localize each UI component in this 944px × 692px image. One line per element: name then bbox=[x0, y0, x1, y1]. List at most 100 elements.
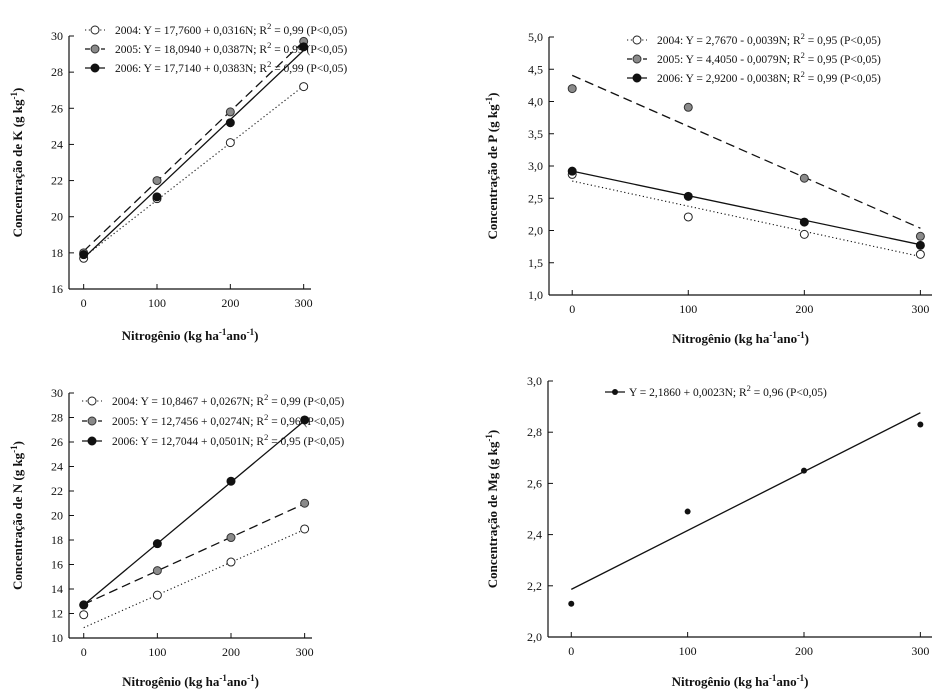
x-axis-label-text: Nitrogênio (kg ha bbox=[122, 328, 220, 343]
data-point-2006 bbox=[799, 217, 809, 227]
y-axis-label: Concentração de N (g kg-1) bbox=[9, 441, 25, 590]
y-axis-label-sup: -1 bbox=[484, 434, 494, 442]
legend-equation: Y = 17,7600 + 0,0316N; R bbox=[144, 25, 268, 37]
x-axis-label-text: ) bbox=[255, 674, 259, 689]
data-point-2004 bbox=[915, 249, 925, 259]
x-tick-label: 200 bbox=[795, 302, 813, 316]
legend-r2: = 0,96 (P<0,05) bbox=[751, 387, 827, 399]
legend-entry-mg: Y = 2,1860 + 0,0023N; R2 = 0,96 (P<0,05) bbox=[605, 383, 827, 399]
y-tick-label: 18 bbox=[51, 533, 63, 547]
data-point-2005 bbox=[226, 533, 236, 543]
legend-label: Y = 2,1860 + 0,0023N; R2 = 0,96 (P<0,05) bbox=[629, 383, 827, 399]
y-tick-label: 16 bbox=[51, 558, 63, 572]
legend-equation: Y = 2,7670 - 0,0039N; R bbox=[686, 35, 801, 47]
y-axis-label-text: ) bbox=[485, 430, 500, 434]
legend-sup: 2 bbox=[747, 383, 751, 393]
y-tick-label: 4,0 bbox=[528, 95, 543, 109]
x-axis-label-sup: -1 bbox=[797, 330, 805, 340]
data-point-2006 bbox=[300, 415, 310, 425]
x-tick-label: 0 bbox=[81, 645, 87, 659]
legend-label: 2005: Y = 18,0940 + 0,0387N; R2 = 0,99 (… bbox=[115, 40, 347, 56]
fit-line-2005 bbox=[83, 40, 305, 252]
legend-sep: : bbox=[680, 73, 686, 85]
legend-year: 2005 bbox=[112, 416, 135, 428]
legend-label: 2004: Y = 2,7670 - 0,0039N; R2 = 0,95 (P… bbox=[657, 31, 881, 47]
legend-label: 2004: Y = 10,8467 + 0,0267N; R2 = 0,99 (… bbox=[112, 392, 344, 408]
data-point-2006 bbox=[152, 192, 162, 202]
legend-year: 2004 bbox=[115, 25, 138, 37]
legend-r2: = 0,95 (P<0,05) bbox=[805, 54, 881, 66]
data-point-2004 bbox=[152, 590, 162, 600]
fit-line-2006 bbox=[83, 49, 305, 259]
legend-entry-2004: 2004: Y = 17,7600 + 0,0316N; R2 = 0,99 (… bbox=[85, 21, 347, 37]
legend-year: 2006 bbox=[657, 73, 680, 85]
legend-label: 2005: Y = 12,7456 + 0,0274N; R2 = 0,96 (… bbox=[112, 412, 344, 428]
y-axis-label-text: Concentração de P (g kg bbox=[485, 104, 500, 240]
legend-label: 2006: Y = 12,7044 + 0,0501N; R2 = 0,95 (… bbox=[112, 432, 344, 448]
x-tick-label: 100 bbox=[679, 644, 697, 658]
legend-marker bbox=[90, 63, 100, 73]
data-point-2005 bbox=[152, 176, 162, 186]
legend-r2: = 0,99 (P<0,05) bbox=[805, 73, 881, 85]
legend-sep: : bbox=[135, 416, 141, 428]
data-point-2004 bbox=[799, 229, 809, 239]
legend-marker bbox=[87, 416, 97, 426]
y-tick-label: 30 bbox=[51, 29, 63, 43]
legend-year: 2004 bbox=[112, 396, 135, 408]
data-point-2006 bbox=[152, 539, 162, 549]
data-point-2006 bbox=[567, 166, 577, 176]
y-axis-label: Concentração de P (g kg-1) bbox=[484, 93, 500, 240]
legend-equation: Y = 12,7044 + 0,0501N; R bbox=[141, 436, 265, 448]
data-point-2005 bbox=[915, 231, 925, 241]
data-point-2006 bbox=[79, 600, 89, 610]
y-axis-label-text: Concentração de Mg (g kg bbox=[485, 441, 500, 588]
fit-line-2005 bbox=[83, 503, 305, 605]
legend-sup: 2 bbox=[267, 40, 271, 50]
x-axis-label-text: Nitrogênio (kg ha bbox=[672, 674, 770, 689]
data-point-2006 bbox=[299, 42, 309, 52]
y-axis-label: Concentração de Mg (g kg-1) bbox=[484, 430, 500, 588]
legend-r2: = 0,95 (P<0,05) bbox=[805, 35, 881, 47]
legend-label: 2006: Y = 2,9200 - 0,0038N; R2 = 0,99 (P… bbox=[657, 69, 881, 85]
data-point-2006 bbox=[683, 191, 693, 201]
legend-equation: Y = 10,8467 + 0,0267N; R bbox=[141, 396, 265, 408]
legend-label: 2004: Y = 17,7600 + 0,0316N; R2 = 0,99 (… bbox=[115, 21, 347, 37]
legend-year: 2006 bbox=[112, 436, 135, 448]
y-axis-label-sup: -1 bbox=[484, 96, 494, 104]
legend-sep: : bbox=[135, 436, 141, 448]
legend-entry-2004: 2004: Y = 10,8467 + 0,0267N; R2 = 0,99 (… bbox=[82, 392, 344, 408]
data-point-2005 bbox=[300, 498, 310, 508]
legend-r2: = 0,99 (P<0,05) bbox=[271, 63, 347, 75]
data-point-2006 bbox=[225, 118, 235, 128]
legend-r2: = 0,99 (P<0,05) bbox=[268, 396, 344, 408]
x-tick-label: 200 bbox=[221, 296, 239, 310]
legend-marker bbox=[632, 73, 642, 83]
legend-sep: : bbox=[138, 63, 144, 75]
data-point-2006 bbox=[79, 250, 89, 260]
legend-entry-2006: 2006: Y = 17,7140 + 0,0383N; R2 = 0,99 (… bbox=[85, 59, 347, 75]
legend-r2: = 0,95 (P<0,05) bbox=[268, 436, 344, 448]
y-tick-label: 18 bbox=[51, 246, 63, 260]
y-axis-label-text: ) bbox=[485, 93, 500, 97]
y-tick-label: 2,4 bbox=[527, 528, 542, 542]
x-axis-label-text: Nitrogênio (kg ha bbox=[672, 331, 770, 346]
legend-sup: 2 bbox=[801, 31, 805, 41]
y-tick-label: 14 bbox=[51, 582, 63, 596]
legend-r2: = 0,96 (P<0,05) bbox=[268, 416, 344, 428]
legend-equation: Y = 2,1860 + 0,0023N; R bbox=[629, 387, 747, 399]
legend-r2: = 0,99 (P<0,05) bbox=[271, 25, 347, 37]
y-tick-label: 26 bbox=[51, 435, 63, 449]
chart-panel-mg: 2,0 2,2 2,4 2,6 2,8 3,0 0 100 200 300 Nitrogênio (… bbox=[484, 374, 932, 689]
data-point-mg bbox=[568, 600, 575, 607]
fit-line-2006 bbox=[572, 170, 921, 246]
legend-entry-2004: 2004: Y = 2,7670 - 0,0039N; R2 = 0,95 (P… bbox=[627, 31, 881, 47]
y-tick-label: 30 bbox=[51, 386, 63, 400]
x-axis-label-sup: -1 bbox=[769, 330, 777, 340]
data-point-2006 bbox=[915, 240, 925, 250]
x-axis-label-text: ) bbox=[254, 328, 258, 343]
y-tick-label: 26 bbox=[51, 101, 63, 115]
y-tick-label: 2,0 bbox=[528, 224, 543, 238]
legend-entry-2006: 2006: Y = 2,9200 - 0,0038N; R2 = 0,99 (P… bbox=[627, 69, 881, 85]
